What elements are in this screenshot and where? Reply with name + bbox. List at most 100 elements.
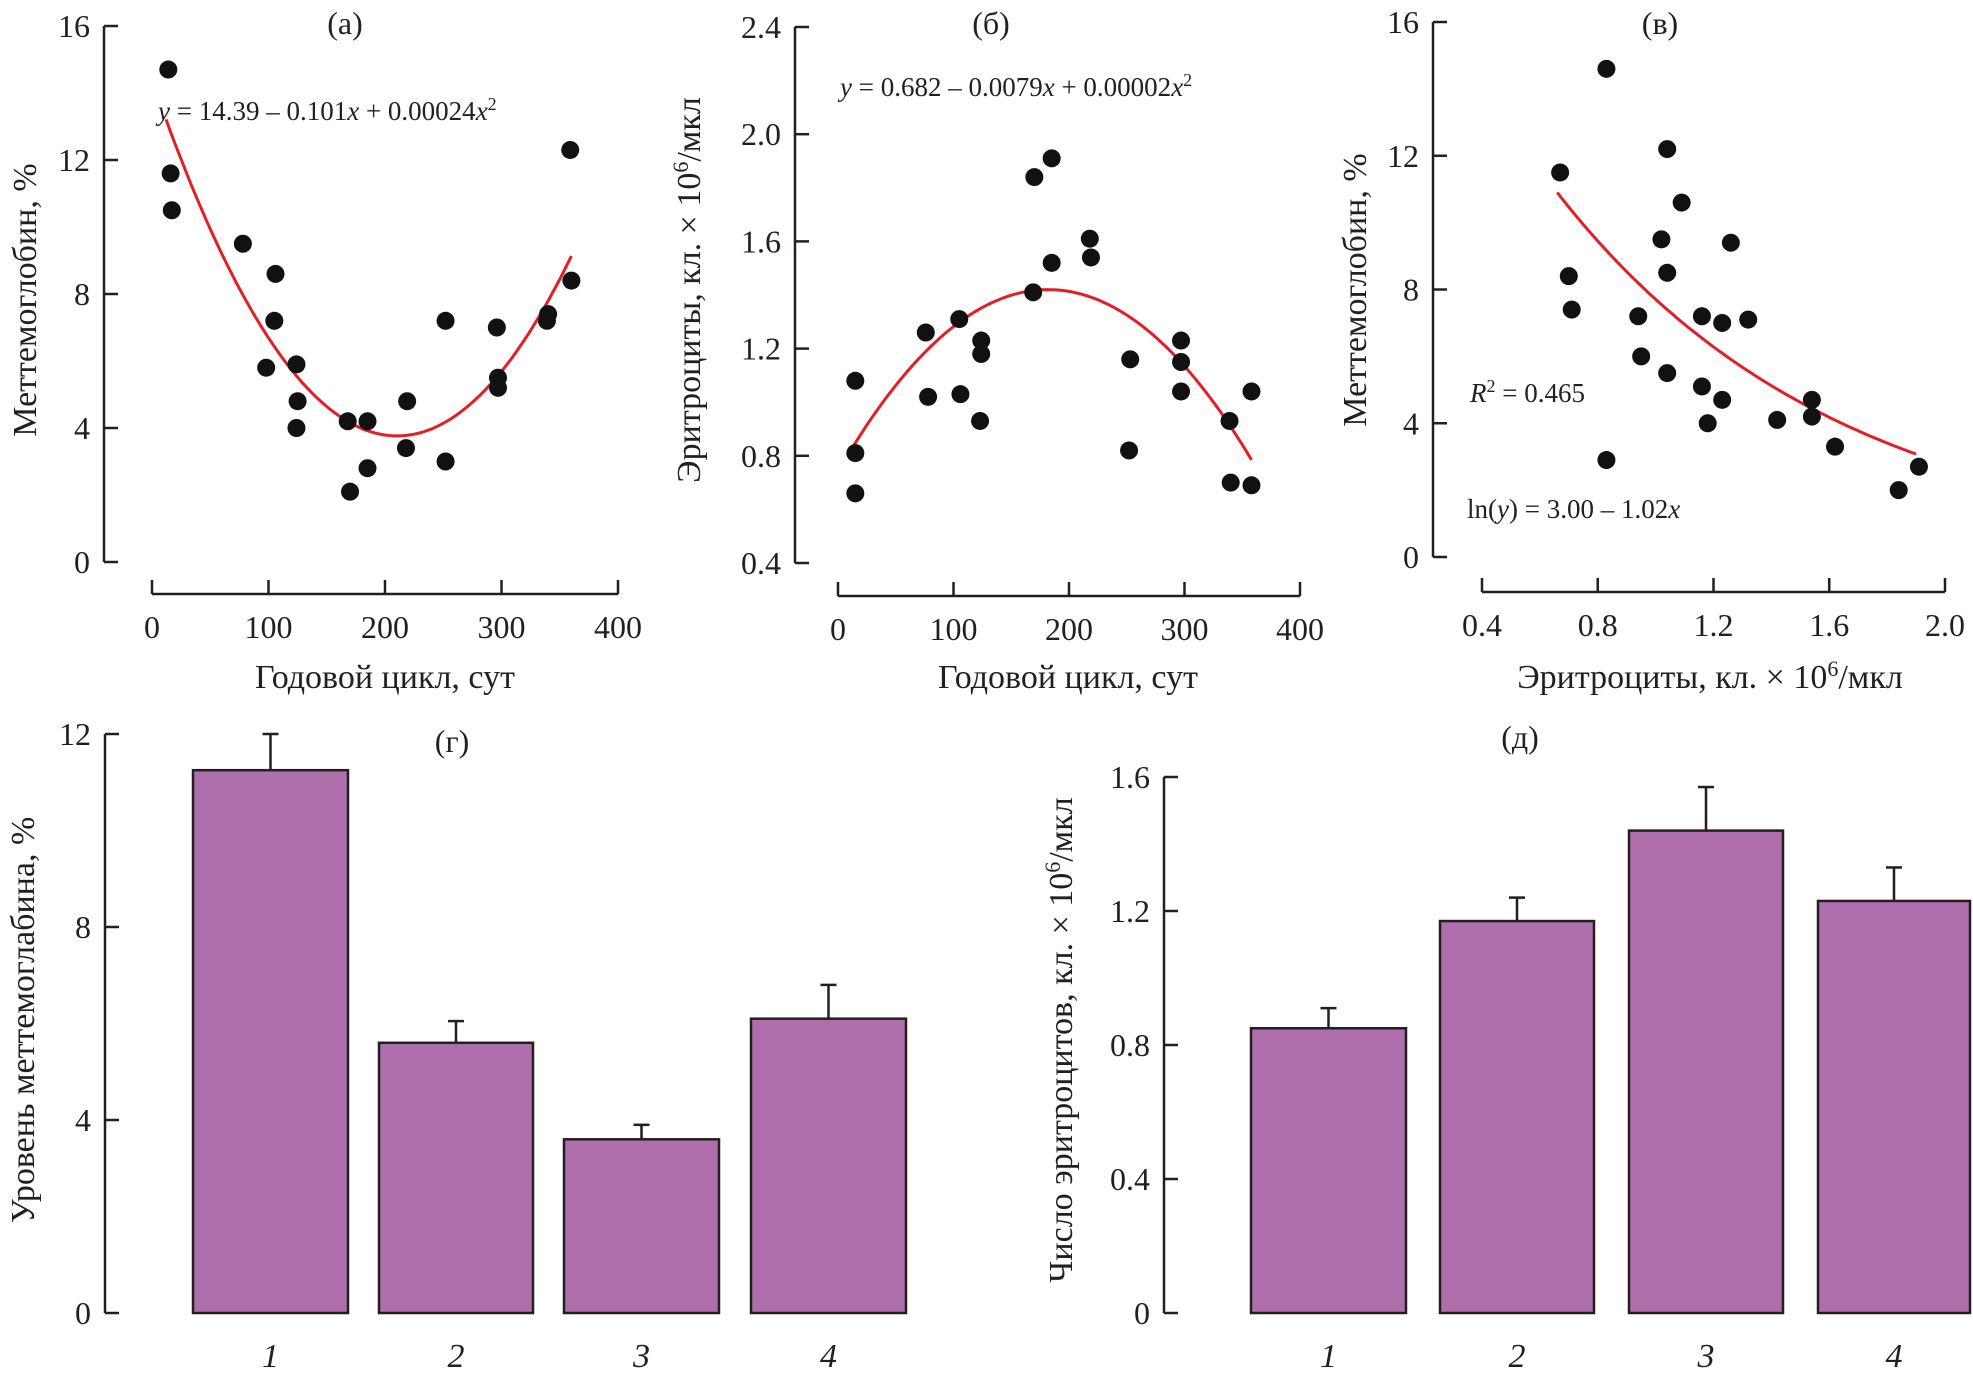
panel-g-ylabel: Уровень меттемоглабина, % — [5, 817, 42, 1224]
panel-b-xlabel: Годовой цикл, сут — [938, 659, 1198, 696]
data-point — [1562, 300, 1581, 319]
data-point — [233, 234, 252, 253]
bar — [1249, 1027, 1408, 1315]
data-point — [846, 371, 865, 390]
data-point — [971, 411, 990, 430]
data-point — [1672, 193, 1691, 212]
x-tick-label: 200 — [361, 609, 409, 645]
category-label: 1 — [1320, 1338, 1337, 1373]
x-tick-label: 300 — [478, 609, 526, 645]
ylabel-main: Число эритроцитов, кл. × 10 — [1043, 873, 1080, 1283]
panel-v-label: (в) — [1642, 5, 1678, 41]
x-tick-label: 100 — [245, 609, 293, 645]
x-tick-label: 0.4 — [1462, 607, 1502, 643]
data-point — [489, 378, 508, 397]
data-point — [288, 392, 307, 411]
data-point — [846, 444, 865, 463]
data-point — [1242, 476, 1261, 495]
panel-d-ylabel: Число эритроцитов, кл. × 106/мкл — [1040, 797, 1080, 1282]
xlabel-main: Эритроциты, кл. × 10 — [1517, 659, 1827, 696]
data-point — [266, 264, 285, 283]
x-tick-label: 0 — [830, 611, 846, 647]
panel-b-equation: y = 0.682 – 0.0079x + 0.00002x2 — [837, 70, 1192, 102]
eq-x: x — [475, 96, 488, 126]
y-tick-label: 0 — [74, 544, 90, 580]
data-point — [1024, 283, 1043, 302]
panel-b-ylabel: Эритроциты, кл. × 106/мкл — [668, 97, 708, 483]
y-tick-label: 16 — [58, 8, 90, 44]
data-point — [1692, 307, 1711, 326]
eq-part: = 0.682 – 0.0079 — [852, 72, 1043, 102]
panel-a-scatter: (а) y = 14.39 – 0.101x + 0.00024x2 Метте… — [7, 5, 642, 696]
data-point — [537, 311, 556, 330]
data-point — [358, 412, 377, 431]
y-tick-label: 2.0 — [741, 116, 781, 152]
category-label: 3 — [1697, 1338, 1715, 1373]
data-point — [916, 323, 935, 342]
y-tick-label: 0 — [1134, 1295, 1150, 1331]
data-point — [972, 344, 991, 363]
data-point — [1889, 481, 1908, 500]
data-point — [562, 271, 581, 290]
x-tick-label: 0.8 — [1578, 607, 1618, 643]
data-point — [358, 459, 377, 478]
category-label: 2 — [448, 1338, 465, 1373]
data-point — [1768, 410, 1787, 429]
eq-x: x — [1170, 72, 1183, 102]
eq-part: ln( — [1467, 494, 1497, 524]
data-point — [1172, 331, 1191, 350]
panel-b-label: (б) — [972, 5, 1010, 41]
data-point — [436, 452, 455, 471]
data-point — [338, 412, 357, 431]
data-point — [1172, 353, 1191, 371]
panel-a-equation: y = 14.39 – 0.101x + 0.00024x2 — [155, 94, 497, 126]
y-tick-label: 4 — [1403, 405, 1419, 441]
data-point — [159, 60, 178, 79]
panel-b-scatter: (б) y = 0.682 – 0.0079x + 0.00002x2 Эрит… — [668, 5, 1324, 696]
data-point — [265, 311, 284, 330]
panel-v-ylabel: Меттемоглобин, % — [1337, 153, 1374, 426]
panel-a-label: (а) — [327, 5, 363, 41]
data-point — [162, 201, 181, 220]
bar — [562, 1138, 721, 1315]
x-tick-label: 300 — [1161, 611, 1209, 647]
y-tick-label: 1.6 — [1110, 759, 1150, 795]
eq-x: x — [1042, 72, 1055, 102]
data-point — [1632, 347, 1651, 366]
data-point — [257, 358, 276, 377]
fit-curve — [164, 118, 573, 438]
eq-part: = 14.39 – 0.101 — [170, 96, 347, 126]
y-tick-label: 0.4 — [1110, 1161, 1150, 1197]
y-tick-label: 1.6 — [741, 223, 781, 259]
data-point — [1559, 267, 1578, 286]
data-point — [396, 439, 415, 458]
fit-curve — [1556, 191, 1917, 456]
y-tick-label: 0 — [75, 1295, 91, 1331]
data-point — [398, 392, 417, 411]
xlabel-sup: 6 — [1827, 656, 1838, 681]
x-tick-label: 200 — [1045, 611, 1093, 647]
data-point — [950, 310, 969, 329]
data-point — [1597, 59, 1616, 78]
data-point — [1042, 149, 1061, 168]
data-point — [1172, 382, 1191, 401]
y-tick-label: 0.8 — [1110, 1027, 1150, 1063]
data-point — [1220, 411, 1239, 430]
r2-value: = 0.465 — [1496, 378, 1585, 408]
panel-v-scatter: (в) R2 = 0.465 ln(y) = 3.00 – 1.02x Метт… — [1337, 4, 1965, 696]
y-tick-label: 8 — [74, 276, 90, 312]
eq-y: y — [155, 96, 170, 126]
data-point — [1692, 377, 1711, 396]
panel-d-bars: (д) Число эритроцитов, кл. × 106/мкл 0 0.… — [1040, 719, 1972, 1373]
data-point — [1629, 307, 1648, 326]
eq-part: + 0.00002 — [1055, 72, 1171, 102]
bar — [1627, 829, 1785, 1315]
eq-y: y — [1494, 494, 1509, 524]
data-point — [1658, 263, 1677, 282]
data-point — [561, 140, 580, 159]
panel-g-label: (г) — [435, 723, 469, 759]
y-tick-label: 12 — [58, 142, 90, 178]
y-tick-label: 8 — [75, 909, 91, 945]
panel-v-xlabel: Эритроциты, кл. × 106/мкл — [1517, 656, 1903, 696]
y-tick-label: 12 — [59, 716, 91, 752]
